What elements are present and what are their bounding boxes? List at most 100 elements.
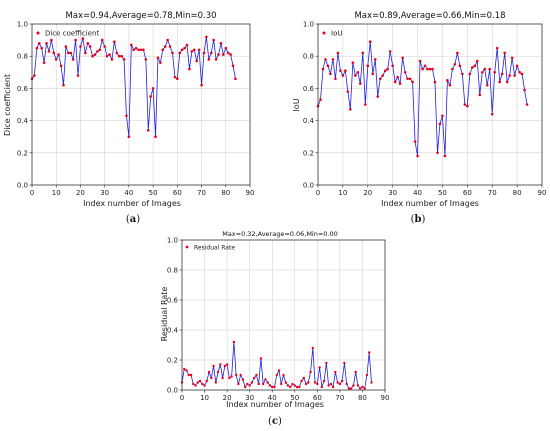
data-point [338, 382, 342, 386]
data-point [396, 75, 399, 79]
data-point [222, 53, 225, 56]
data-point [298, 385, 301, 389]
x-tick-label: 70 [197, 189, 206, 197]
x-axis-label: Index number of Images [381, 199, 479, 208]
data-point [334, 370, 337, 374]
data-point [127, 135, 131, 138]
data-point [188, 67, 191, 71]
x-axis-label: Index number of Images [226, 400, 324, 409]
data-point [320, 385, 324, 389]
data-point [327, 384, 330, 387]
data-point [45, 42, 48, 45]
data-point [266, 381, 269, 384]
data-point [485, 83, 489, 87]
data-point [237, 382, 240, 386]
data-point [331, 58, 335, 61]
data-point [98, 48, 102, 52]
data-point [293, 384, 296, 387]
data-point [325, 361, 328, 365]
data-point [347, 387, 351, 390]
data-point [295, 385, 299, 389]
data-point [201, 382, 204, 386]
data-point [300, 379, 303, 383]
data-point [383, 69, 387, 72]
panel-label: (c) [268, 416, 282, 427]
data-point [187, 373, 190, 377]
data-point [329, 382, 333, 386]
data-point [161, 48, 165, 52]
data-point [423, 64, 427, 68]
data-point [428, 67, 432, 71]
data-point [275, 373, 278, 377]
data-point [361, 51, 365, 55]
x-tick-label: 20 [223, 394, 232, 402]
data-point [316, 382, 319, 386]
data-point [365, 373, 369, 377]
data-point [458, 64, 462, 68]
data-point [302, 376, 305, 380]
data-point [376, 95, 380, 98]
data-point [50, 38, 53, 42]
data-point [210, 376, 213, 380]
data-point [508, 74, 511, 77]
data-point [185, 369, 188, 372]
data-point [59, 64, 63, 68]
data-point [83, 51, 87, 55]
x-tick-label: 50 [149, 189, 158, 197]
data-point [151, 87, 155, 90]
x-tick-label: 80 [358, 394, 367, 402]
data-point [475, 59, 479, 63]
data-point [480, 71, 484, 74]
x-tick-label: 50 [438, 189, 447, 197]
data-point [88, 45, 92, 48]
data-point [341, 74, 345, 77]
data-point [349, 108, 352, 111]
x-tick-label: 60 [463, 189, 472, 197]
data-point [239, 373, 242, 377]
data-point [282, 373, 285, 377]
data-point [370, 381, 373, 384]
data-point [100, 38, 104, 42]
data-point [132, 48, 136, 52]
data-point [142, 48, 145, 52]
y-axis-label: IoU [292, 98, 301, 111]
data-point [363, 103, 367, 106]
y-tick-label: 0.6 [303, 85, 315, 93]
data-point [359, 82, 362, 85]
data-point [373, 58, 377, 61]
data-point [37, 42, 41, 45]
data-point [349, 387, 353, 390]
plot-frame [317, 23, 543, 186]
data-point [230, 375, 233, 378]
data-point [436, 151, 439, 155]
data-point [183, 46, 186, 50]
data-point [431, 67, 434, 71]
data-point [76, 74, 80, 77]
data-point [57, 53, 60, 56]
data-point [149, 95, 152, 98]
data-point [185, 43, 189, 47]
x-tick-label: 90 [381, 394, 390, 402]
data-point [443, 154, 447, 158]
data-point [180, 48, 184, 52]
x-tick-label: 30 [245, 394, 254, 402]
data-point [71, 58, 75, 61]
data-point [195, 59, 199, 63]
y-tick-label: 0.6 [167, 297, 179, 305]
grid [31, 23, 251, 186]
data-point [105, 54, 109, 58]
panel-label-letter: a [130, 214, 137, 225]
x-tick-label: 40 [268, 394, 277, 402]
data-point [226, 51, 230, 55]
data-point [69, 51, 73, 55]
x-tick-label: 10 [52, 189, 61, 197]
data-point [393, 80, 397, 84]
data-point [209, 51, 213, 55]
data-point [96, 50, 99, 53]
x-tick-label: 0 [180, 394, 184, 402]
data-point [207, 370, 211, 374]
data-point [54, 58, 58, 61]
data-point [207, 58, 211, 61]
x-tick-label: 0 [316, 189, 320, 197]
data-point [503, 51, 506, 55]
